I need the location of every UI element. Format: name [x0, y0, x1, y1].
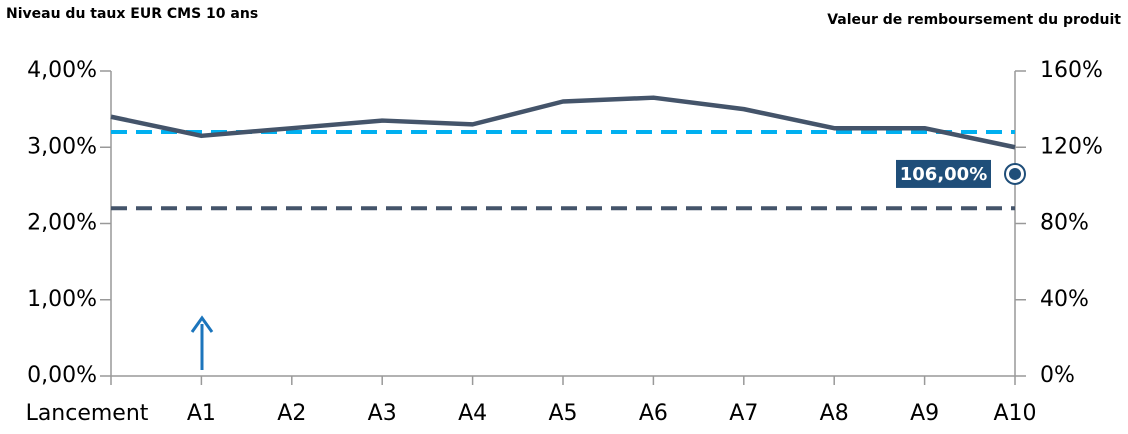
x-tick-label: A9 — [910, 401, 939, 426]
y-tick-label: 3,00% — [27, 134, 97, 159]
y2-axis-title: Valeur de remboursement du produit — [827, 12, 1121, 28]
marker — [1004, 162, 1026, 185]
y2-tick-label: 120% — [1040, 134, 1103, 159]
x-tick-label: A4 — [458, 401, 487, 426]
y2-tick-label: 160% — [1040, 58, 1103, 83]
annotation-arrow — [190, 315, 214, 370]
x-tick-label: A8 — [820, 401, 849, 426]
y-axis-title: Niveau du taux EUR CMS 10 ans — [6, 6, 258, 22]
y-tick-label: 0,00% — [27, 363, 97, 388]
x-tick-label: A1 — [187, 401, 216, 426]
x-tick-label: Lancement — [26, 401, 149, 426]
y2-tick-label: 80% — [1040, 211, 1089, 236]
x-tick-label: A10 — [993, 401, 1036, 426]
y-tick-label: 2,00% — [27, 211, 97, 236]
data-label: 106,00% — [900, 164, 988, 185]
line-series — [110, 95, 1016, 150]
marker-dot — [1009, 167, 1021, 180]
y2-tick-label: 40% — [1040, 287, 1089, 312]
x-tick-label: A6 — [639, 401, 668, 426]
x-tick-label: A7 — [729, 401, 758, 426]
x-tick-label: A5 — [548, 401, 577, 426]
y2-tick-label: 0% — [1040, 363, 1075, 388]
x-tick-label: A3 — [368, 401, 397, 426]
y-tick-label: 4,00% — [27, 58, 97, 83]
x-tick-label: A2 — [277, 401, 306, 426]
data-label-box — [896, 159, 991, 188]
y-tick-label: 1,00% — [27, 287, 97, 312]
